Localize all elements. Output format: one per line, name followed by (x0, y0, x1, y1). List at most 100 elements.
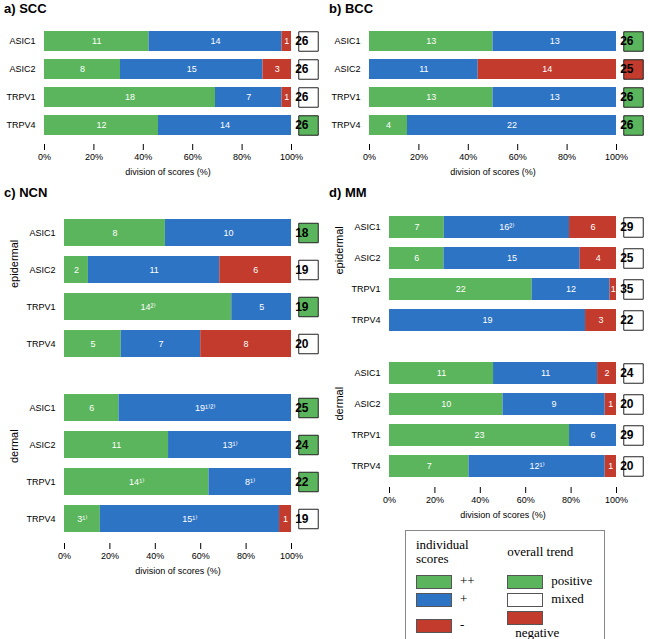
svg-text:11: 11 (437, 368, 446, 378)
svg-text:100%: 100% (280, 551, 303, 561)
svg-text:TRPV4: TRPV4 (351, 315, 380, 325)
svg-text:20: 20 (620, 397, 634, 411)
svg-text:22: 22 (620, 313, 634, 327)
svg-text:13: 13 (426, 36, 436, 46)
svg-text:6: 6 (591, 430, 596, 440)
svg-text:20: 20 (295, 337, 309, 351)
svg-text:29: 29 (620, 428, 634, 442)
svg-text:4: 4 (386, 120, 391, 130)
svg-text:ASIC1: ASIC1 (29, 228, 55, 238)
svg-text:80%: 80% (562, 495, 580, 505)
svg-text:3: 3 (599, 315, 604, 325)
svg-text:ASIC2: ASIC2 (9, 64, 35, 74)
svg-text:TRPV1: TRPV1 (351, 284, 380, 294)
svg-text:epidermal: epidermal (333, 226, 345, 274)
svg-text:12¹⁾: 12¹⁾ (529, 461, 544, 471)
svg-text:dermal: dermal (333, 387, 345, 421)
svg-text:20%: 20% (85, 152, 103, 162)
svg-text:19: 19 (295, 512, 309, 526)
svg-text:0%: 0% (383, 495, 396, 505)
svg-text:19: 19 (295, 263, 309, 277)
svg-text:60%: 60% (509, 152, 527, 162)
svg-text:80%: 80% (558, 152, 576, 162)
svg-text:TRPV4: TRPV4 (26, 514, 55, 524)
svg-text:8¹⁾: 8¹⁾ (245, 477, 255, 487)
svg-text:60%: 60% (192, 551, 210, 561)
svg-text:3: 3 (275, 64, 280, 74)
svg-text:25: 25 (295, 401, 309, 415)
svg-text:11: 11 (149, 265, 158, 275)
svg-text:80%: 80% (237, 551, 255, 561)
svg-text:29: 29 (620, 220, 634, 234)
svg-text:11: 11 (92, 36, 101, 46)
svg-text:9: 9 (552, 399, 557, 409)
svg-text:7: 7 (246, 92, 251, 102)
svg-text:13: 13 (550, 92, 560, 102)
svg-text:TRPV1: TRPV1 (26, 302, 55, 312)
svg-text:24: 24 (295, 438, 309, 452)
svg-text:ASIC1: ASIC1 (29, 403, 55, 413)
svg-text:26: 26 (620, 118, 634, 132)
svg-text:1: 1 (283, 514, 288, 524)
svg-text:40%: 40% (134, 152, 152, 162)
svg-text:14¹⁾: 14¹⁾ (129, 477, 144, 487)
svg-text:26: 26 (620, 90, 634, 104)
svg-text:1: 1 (284, 36, 289, 46)
svg-text:division of scores (%): division of scores (%) (460, 510, 546, 520)
svg-text:5: 5 (259, 302, 264, 312)
svg-text:ASIC2: ASIC2 (29, 265, 55, 275)
svg-text:15: 15 (187, 64, 197, 74)
svg-text:TRPV1: TRPV1 (331, 92, 360, 102)
svg-text:25: 25 (620, 251, 634, 265)
svg-text:60%: 60% (184, 152, 202, 162)
svg-text:16²⁾: 16²⁾ (499, 222, 514, 232)
svg-text:19: 19 (295, 300, 309, 314)
svg-text:1: 1 (284, 92, 289, 102)
svg-text:60%: 60% (517, 495, 535, 505)
svg-text:22: 22 (456, 284, 466, 294)
svg-text:13: 13 (426, 92, 436, 102)
svg-text:14: 14 (210, 36, 220, 46)
svg-text:40%: 40% (146, 551, 164, 561)
svg-text:26: 26 (295, 62, 309, 76)
svg-text:ASIC2: ASIC2 (354, 399, 380, 409)
svg-text:20: 20 (620, 459, 634, 473)
svg-text:40%: 40% (459, 152, 477, 162)
svg-text:22: 22 (295, 475, 309, 489)
svg-text:ASIC1: ASIC1 (354, 368, 380, 378)
svg-text:20%: 20% (426, 495, 444, 505)
svg-text:19¹⁾²⁾: 19¹⁾²⁾ (195, 403, 215, 413)
svg-text:10: 10 (223, 228, 233, 238)
svg-text:division of scores (%): division of scores (%) (135, 566, 221, 576)
svg-text:22: 22 (507, 120, 517, 130)
svg-text:6: 6 (253, 265, 258, 275)
svg-text:0%: 0% (363, 152, 376, 162)
svg-text:23: 23 (475, 430, 485, 440)
svg-text:7: 7 (427, 461, 432, 471)
svg-text:20%: 20% (101, 551, 119, 561)
svg-text:ASIC1: ASIC1 (354, 222, 380, 232)
svg-text:ASIC2: ASIC2 (29, 440, 55, 450)
svg-text:11: 11 (541, 368, 550, 378)
svg-text:TRPV4: TRPV4 (331, 120, 360, 130)
svg-text:division of scores (%): division of scores (%) (450, 167, 536, 177)
svg-text:40%: 40% (471, 495, 489, 505)
svg-text:12: 12 (566, 284, 576, 294)
svg-text:15¹⁾: 15¹⁾ (182, 514, 197, 524)
svg-text:6: 6 (591, 222, 596, 232)
svg-text:ASIC1: ASIC1 (334, 36, 360, 46)
svg-text:dermal: dermal (8, 429, 20, 463)
svg-text:8: 8 (80, 64, 85, 74)
svg-text:TRPV1: TRPV1 (6, 92, 35, 102)
svg-text:8: 8 (112, 228, 117, 238)
svg-text:14²⁾: 14²⁾ (141, 302, 156, 312)
svg-text:8: 8 (244, 339, 249, 349)
svg-text:12: 12 (96, 120, 106, 130)
svg-text:35: 35 (620, 282, 634, 296)
svg-text:ASIC1: ASIC1 (9, 36, 35, 46)
svg-text:6: 6 (414, 253, 419, 263)
svg-text:10: 10 (441, 399, 451, 409)
svg-text:26: 26 (295, 90, 309, 104)
svg-text:80%: 80% (233, 152, 251, 162)
svg-text:13: 13 (550, 36, 560, 46)
